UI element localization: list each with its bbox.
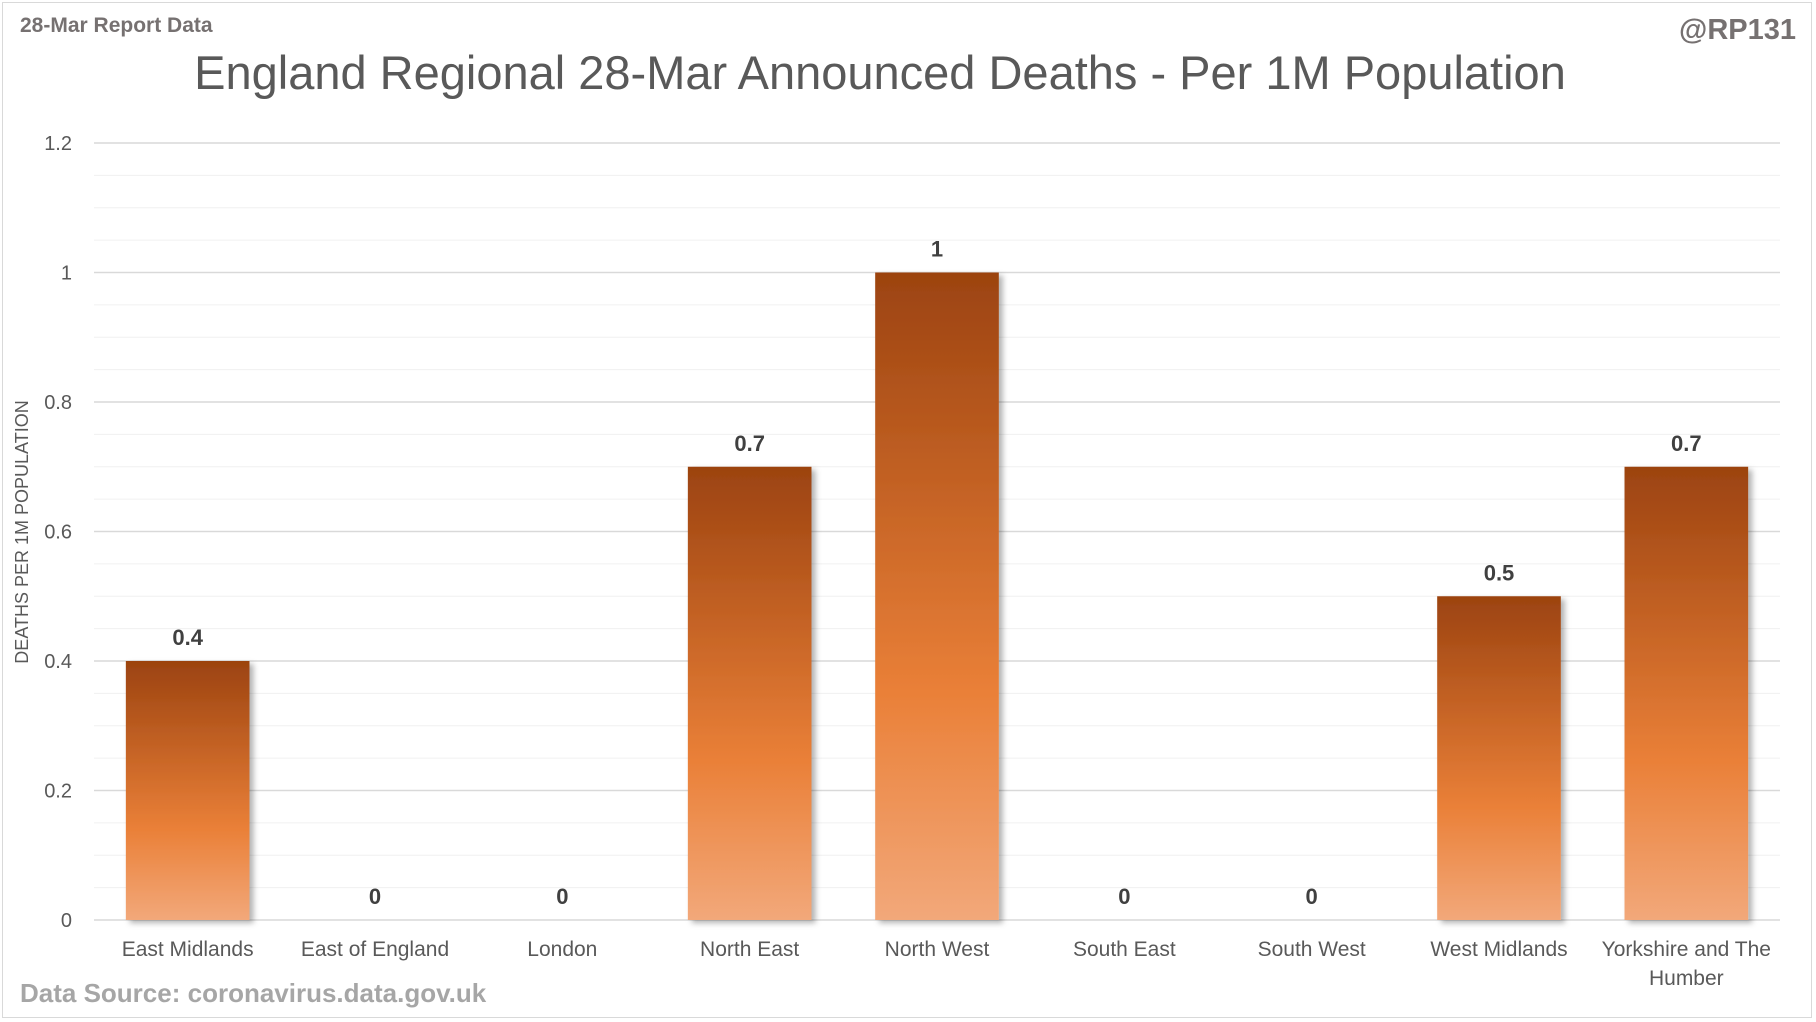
x-tick-label: South East bbox=[1073, 938, 1176, 961]
data-label: 0.7 bbox=[734, 431, 765, 456]
y-tick-label: 1 bbox=[61, 263, 72, 285]
x-tick-label: South West bbox=[1258, 938, 1366, 961]
y-tick-label: 0.4 bbox=[44, 651, 72, 673]
data-label: 0 bbox=[369, 884, 381, 909]
x-tick-label: West Midlands bbox=[1430, 938, 1567, 961]
y-tick-label: 0.6 bbox=[44, 522, 72, 544]
data-source: Data Source: coronavirus.data.gov.uk bbox=[20, 978, 487, 1008]
x-axis-ticks: East Midlands East of England London North … bbox=[122, 938, 1771, 990]
data-label: 0 bbox=[1306, 884, 1318, 909]
y-axis-label: DEATHS PER 1M POPULATION bbox=[12, 400, 32, 663]
bar bbox=[687, 466, 812, 920]
bar bbox=[875, 272, 999, 920]
author-handle: @RP131 bbox=[1679, 14, 1796, 46]
x-tick-label: North East bbox=[700, 938, 799, 961]
y-tick-label: 1.2 bbox=[44, 133, 72, 155]
x-tick-label: North West bbox=[885, 938, 990, 961]
data-labels: 0.4 0 0 0.7 1 0 0 0.5 0.7 bbox=[172, 237, 1701, 910]
x-tick-label: London bbox=[527, 938, 597, 961]
y-axis-ticks: 0 0.2 0.4 0.6 0.8 1 1.2 bbox=[44, 133, 72, 932]
y-tick-label: 0 bbox=[61, 910, 72, 932]
y-tick-label: 0.2 bbox=[44, 781, 72, 803]
data-label: 0.5 bbox=[1484, 560, 1515, 585]
chart-title: England Regional 28-Mar Announced Deaths… bbox=[194, 46, 1566, 99]
x-tick-label: Yorkshire and The Humber bbox=[1602, 938, 1771, 990]
bar bbox=[125, 661, 250, 920]
data-label: 0.7 bbox=[1671, 431, 1702, 456]
x-tick-label: East of England bbox=[301, 938, 449, 961]
data-label: 0.4 bbox=[172, 625, 203, 650]
report-label: 28-Mar Report Data bbox=[20, 14, 213, 37]
x-tick-label: East Midlands bbox=[122, 938, 254, 961]
data-label: 0 bbox=[556, 884, 568, 909]
bar bbox=[1437, 596, 1561, 920]
bars bbox=[125, 272, 1749, 920]
y-tick-label: 0.8 bbox=[44, 392, 72, 414]
data-label: 1 bbox=[931, 237, 943, 262]
data-label: 0 bbox=[1118, 884, 1130, 909]
bar bbox=[1624, 466, 1749, 920]
